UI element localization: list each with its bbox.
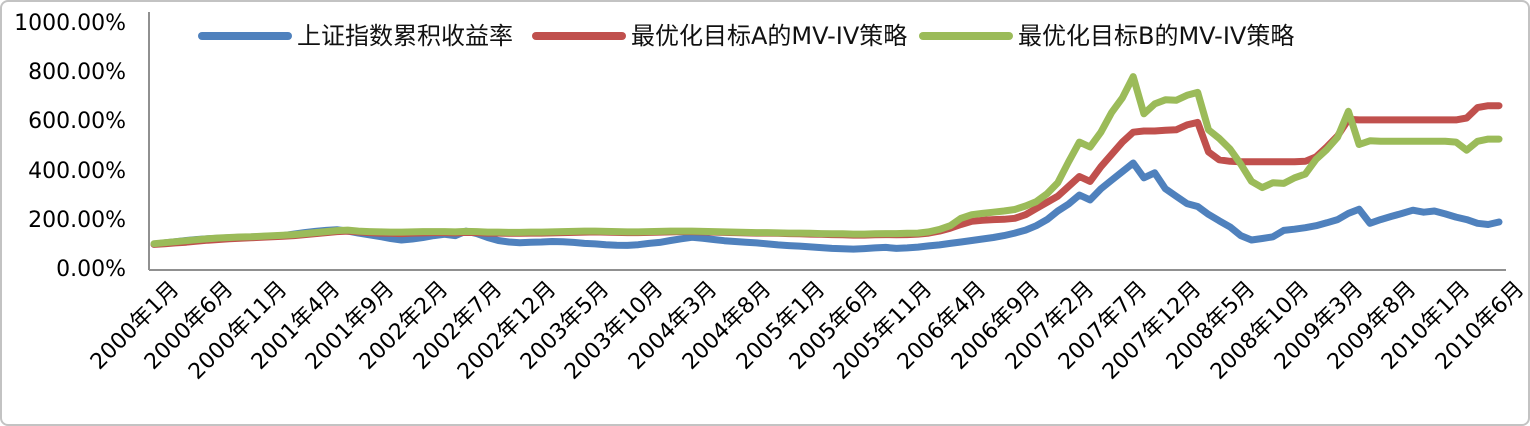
y-tick-label: 600.00% <box>28 109 126 135</box>
legend-label: 最优化目标A的MV-IV策略 <box>631 22 908 50</box>
series-line-2 <box>150 73 1503 248</box>
legend-item-0: 上证指数累积收益率 <box>198 22 513 50</box>
legend-label: 最优化目标B的MV-IV策略 <box>1018 22 1295 50</box>
y-tick-label: 800.00% <box>28 60 126 86</box>
y-tick-label: 200.00% <box>28 207 126 233</box>
legend-label: 上证指数累积收益率 <box>297 22 513 50</box>
y-tick-label: 1000.00% <box>14 11 126 36</box>
legend-line-icon <box>532 32 626 40</box>
legend-line-icon <box>919 32 1013 40</box>
y-tick-label: 0.00% <box>56 257 126 282</box>
legend-item-1: 最优化目标A的MV-IV策略 <box>532 22 907 50</box>
y-tick-label: 400.00% <box>28 158 126 184</box>
legend-line-icon <box>198 32 292 40</box>
legend-item-2: 最优化目标B的MV-IV策略 <box>919 22 1294 50</box>
